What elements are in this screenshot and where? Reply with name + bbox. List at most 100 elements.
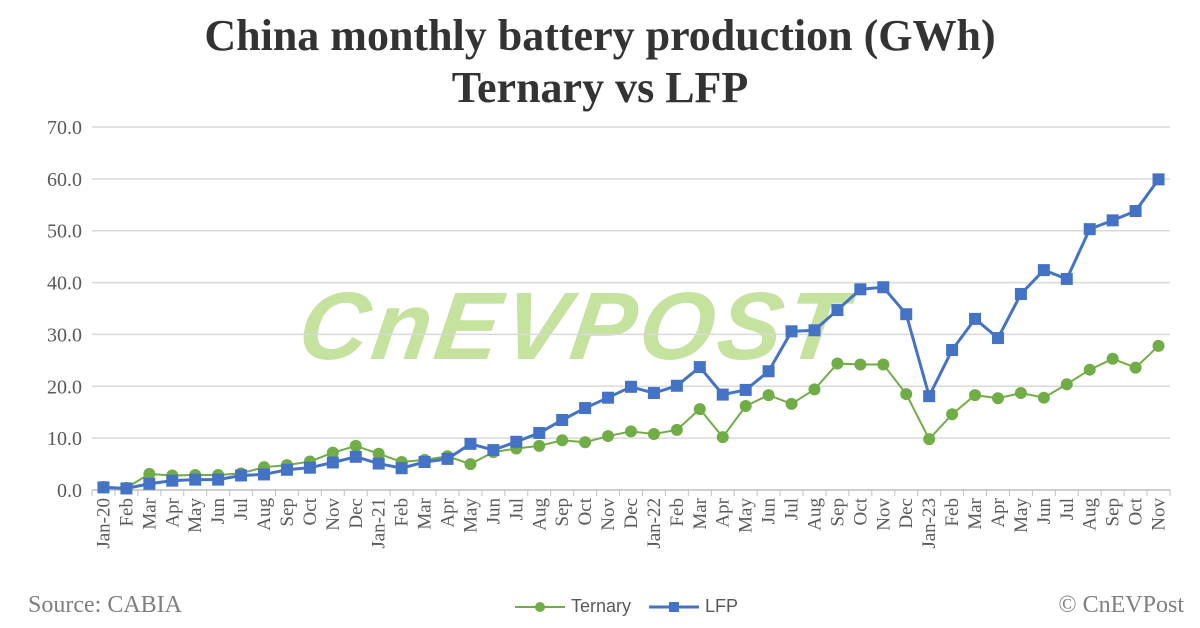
x-tick-label: Sep [1103,498,1124,527]
ternary-point [739,399,752,412]
lfp-point [510,435,523,448]
lfp-point [602,391,615,404]
ternary-point [349,439,362,452]
ternary-point [602,430,615,443]
x-tick-label: Apr [162,497,183,527]
lfp-point [1083,223,1096,236]
lfp-point [969,312,982,325]
x-tick-label: Aug [804,498,825,531]
ternary-point [625,425,637,438]
lfp-point [625,380,637,393]
lfp-point [762,365,775,378]
x-tick-label: Oct [850,497,871,525]
lfp-point [395,462,408,475]
ternary-point [647,427,660,440]
x-tick-label: Nov [598,498,619,531]
x-tick-label: Jan-20 [93,498,114,549]
ternary-point [762,389,775,402]
lfp-point [1106,214,1119,227]
x-tick-label: Aug [529,498,550,531]
ternary-point [143,467,156,480]
legend-item-lfp: LFP [649,596,738,617]
lfp-point [1152,173,1165,186]
lfp-legend-marker [649,601,700,612]
ternary-point [854,358,867,371]
ternary-point [1037,391,1050,404]
x-tick-label: Jun [483,498,504,525]
ternary-point [372,447,385,460]
ternary-point [556,434,569,447]
x-tick-label: Feb [392,498,413,527]
ternary-point [1014,387,1027,400]
lfp-point [349,450,362,463]
y-tick-label: 70.0 [47,117,82,139]
x-tick-label: Aug [254,498,275,531]
legend-label: Ternary [571,596,632,616]
y-tick-label: 60.0 [47,169,82,191]
y-tick-label: 0.0 [57,480,82,502]
x-tick-label: Apr [713,497,734,527]
lfp-point [372,457,385,470]
x-tick-label: Feb [942,498,963,527]
lfp-point [693,361,706,374]
x-tick-label: Nov [323,498,344,531]
x-tick-label: Dec [346,498,367,529]
ternary-point [831,357,844,370]
ternary-point [808,383,821,396]
lfp-point [166,474,179,487]
x-tick-label: Jul [231,498,252,520]
x-tick-label: Dec [621,498,642,529]
lfp-point [189,473,202,486]
x-tick-label: Feb [116,498,137,527]
x-tick-label: Sep [277,498,298,527]
lfp-point [716,388,729,401]
x-tick-label: Jun [208,498,229,525]
x-tick-label: May [185,498,206,533]
x-tick-label: Nov [873,498,894,531]
ternary-legend-marker [515,601,565,612]
ternary-point [533,439,546,452]
lfp-point [97,481,110,494]
ternary-point [716,431,729,444]
x-tick-label: Dec [896,498,917,529]
ternary-point [1129,361,1142,374]
ternary-point [946,408,959,421]
ternary-point [1083,363,1096,376]
ternary-point [670,423,683,436]
ternary-point [326,446,339,459]
y-tick-label: 50.0 [47,221,82,243]
lfp-point [556,413,569,426]
y-tick-label: 30.0 [47,324,82,346]
x-tick-label: Apr [988,497,1009,527]
x-tick-label: Jul [782,498,803,520]
lfp-point [785,325,798,338]
lfp-point [418,455,431,468]
x-tick-label: Sep [827,498,848,527]
lfp-point [1129,205,1142,218]
y-tick-label: 40.0 [47,273,82,295]
lfp-point [464,437,477,450]
x-tick-label: Mar [965,497,986,529]
x-tick-label: Jan-22 [644,498,665,549]
x-tick-label: Jun [1034,498,1055,525]
x-tick-label: Sep [552,498,573,527]
x-tick-label: Aug [1080,498,1101,531]
ternary-point [579,436,592,449]
copyright-note: © CnEVPost [1058,592,1184,618]
lfp-point [946,343,959,356]
lfp-point [647,387,660,400]
lfp-point [235,469,248,482]
ternary-point [693,403,706,416]
x-tick-label: Oct [1126,497,1147,525]
ternary-point [1152,339,1165,352]
lfp-point [120,482,133,495]
legend-label: LFP [705,596,739,616]
chart-title: China monthly battery production (GWh) [204,11,996,60]
ternary-point [991,392,1004,405]
ternary-point [877,358,890,371]
lfp-point [143,477,156,490]
source-note: Source: CABIA [28,592,182,618]
lfp-point [854,283,867,296]
ternary-point [1060,378,1073,391]
x-tick-label: May [1011,498,1032,533]
